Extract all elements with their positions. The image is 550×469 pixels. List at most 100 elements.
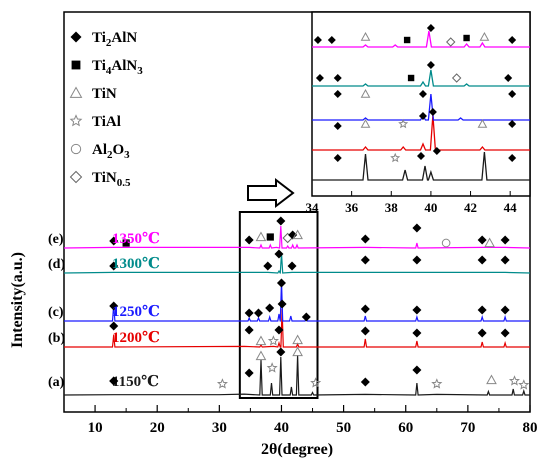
x-tick-label: 60 <box>398 420 413 436</box>
ti2aln-marker <box>508 36 517 44</box>
ti2aln-marker <box>432 147 441 155</box>
ti2aln-marker <box>277 299 287 309</box>
ti2aln-marker <box>360 304 370 314</box>
tin-marker <box>360 118 371 128</box>
x-tick-label: 50 <box>336 420 351 436</box>
tin-marker <box>292 229 303 240</box>
inset-tick-label: 38 <box>385 200 399 215</box>
peak-markers <box>109 216 530 390</box>
ti2aln-marker <box>412 223 422 233</box>
ti2aln-marker <box>477 305 487 315</box>
ti2aln-marker <box>265 303 275 313</box>
ti2aln-marker <box>426 61 435 69</box>
ti2aln-marker <box>244 235 254 245</box>
ti2aln-marker <box>412 305 422 315</box>
ti2aln-marker <box>418 90 427 98</box>
ti4aln3-marker <box>122 239 130 247</box>
tin-marker <box>69 86 83 98</box>
tial-marker <box>390 152 401 163</box>
ti4aln3-marker <box>266 233 274 241</box>
legend-label: Ti4AlN3 <box>92 58 143 77</box>
inset-tick-label: 36 <box>345 200 359 215</box>
x-tick-label: 40 <box>274 420 289 436</box>
ti4aln3-marker <box>403 36 411 44</box>
tial-marker <box>431 378 443 389</box>
ti2aln-marker <box>412 255 422 265</box>
ti2aln-marker <box>109 261 119 271</box>
ti2aln-marker <box>327 36 336 44</box>
ti2aln-marker <box>109 321 119 331</box>
ti2aln-marker <box>253 308 263 318</box>
ti2aln-marker <box>313 36 322 44</box>
tial-marker <box>69 114 83 127</box>
zoom-box <box>238 211 319 399</box>
ti2aln-marker <box>508 154 517 162</box>
series-line-e <box>63 225 531 249</box>
zoom-arrow-icon <box>247 177 295 209</box>
zoom-arrow <box>247 177 295 209</box>
ti2aln-marker <box>70 31 82 43</box>
series-id-c: (c) <box>48 305 64 320</box>
ti2aln-marker <box>274 325 284 335</box>
series-temp-c: 1250℃ <box>112 304 160 320</box>
ti2aln-marker <box>360 377 370 387</box>
tial-marker <box>518 379 530 390</box>
legend-label: Ti2AlN <box>92 30 137 49</box>
al2o3-marker <box>70 143 82 155</box>
series-temp-d: 1300℃ <box>112 256 160 272</box>
ti2aln-marker <box>417 152 425 160</box>
ti2aln-marker <box>500 255 510 265</box>
ti2aln-marker <box>500 328 510 338</box>
series-id-d: (d) <box>48 257 65 272</box>
ti2aln-marker <box>360 326 370 336</box>
ti4aln3-marker <box>71 60 81 70</box>
ti2aln-marker <box>418 112 427 120</box>
ti2aln-marker <box>426 24 435 32</box>
tial-marker <box>266 362 278 373</box>
tial-marker <box>267 335 279 346</box>
ti2aln-marker <box>500 235 510 245</box>
tin-marker <box>292 334 303 345</box>
ti2aln-marker <box>288 230 298 240</box>
ti2aln-marker <box>333 154 342 162</box>
tial-marker <box>508 375 520 386</box>
x-tick-label: 80 <box>523 420 538 436</box>
tin-marker <box>477 118 488 128</box>
series-id-b: (b) <box>48 331 65 346</box>
inset-tick-label: 40 <box>424 200 437 215</box>
legend-label: TiN <box>92 86 117 102</box>
ti2aln-marker <box>244 308 254 318</box>
series-id-a: (a) <box>48 375 65 390</box>
x-tick-label: 10 <box>88 420 103 436</box>
tial-marker <box>216 378 228 389</box>
ti2aln-marker <box>333 90 342 98</box>
series-id-e: (e) <box>48 232 64 247</box>
x-axis-label: 2θ(degree) <box>261 441 333 458</box>
ti2aln-marker <box>412 365 422 375</box>
inset-plot: 34 36 38 40 42 44 <box>306 11 531 215</box>
ti2aln-marker <box>276 278 286 288</box>
tin-marker <box>255 350 267 361</box>
tin05-marker <box>451 73 462 83</box>
tin-marker <box>479 31 490 41</box>
ti2aln-marker <box>412 328 422 338</box>
ti2aln-marker <box>504 74 513 82</box>
tin05-marker <box>446 37 456 47</box>
ti2aln-marker <box>508 120 517 128</box>
tial-marker <box>398 118 409 129</box>
ti2aln-marker <box>274 249 284 259</box>
inset-series-line <box>312 93 530 121</box>
ti2aln-marker <box>263 261 273 271</box>
series-labels: (a) 1150℃ (b) 1200℃ (c) 1250℃ (d) 1300℃ (e) 1350℃ <box>48 231 160 390</box>
ti2aln-marker <box>109 301 119 311</box>
tin-marker <box>360 31 371 41</box>
ti2aln-marker <box>428 108 437 116</box>
tin05-marker <box>69 170 83 184</box>
tin-marker <box>486 374 497 385</box>
inset-series-line <box>312 151 530 181</box>
ti2aln-marker <box>333 122 342 130</box>
ti2aln-marker <box>109 376 119 386</box>
ti4aln3-marker <box>407 74 415 82</box>
y-axis-label: Intensity(a.u.) <box>9 252 26 348</box>
